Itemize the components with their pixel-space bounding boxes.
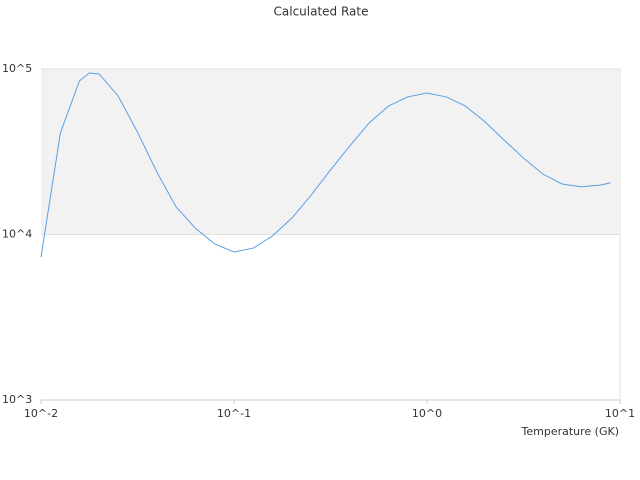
x-tick-label: 10^-1: [217, 407, 251, 420]
data-line: [40, 72, 611, 258]
y-tick-label: 10^4: [2, 228, 32, 241]
chart-title: Calculated Rate: [274, 5, 369, 19]
y-tick-label: 10^5: [2, 62, 32, 75]
x-tick-label: 10^0: [412, 407, 442, 420]
x-tick-label: 10^1: [605, 407, 635, 420]
x-axis-title: Temperature (GK): [521, 425, 620, 438]
grid-band: [41, 69, 620, 235]
plot-background: [41, 69, 620, 235]
y-tick-label: 10^3: [2, 393, 32, 406]
x-tick-label: 10^-2: [24, 407, 58, 420]
